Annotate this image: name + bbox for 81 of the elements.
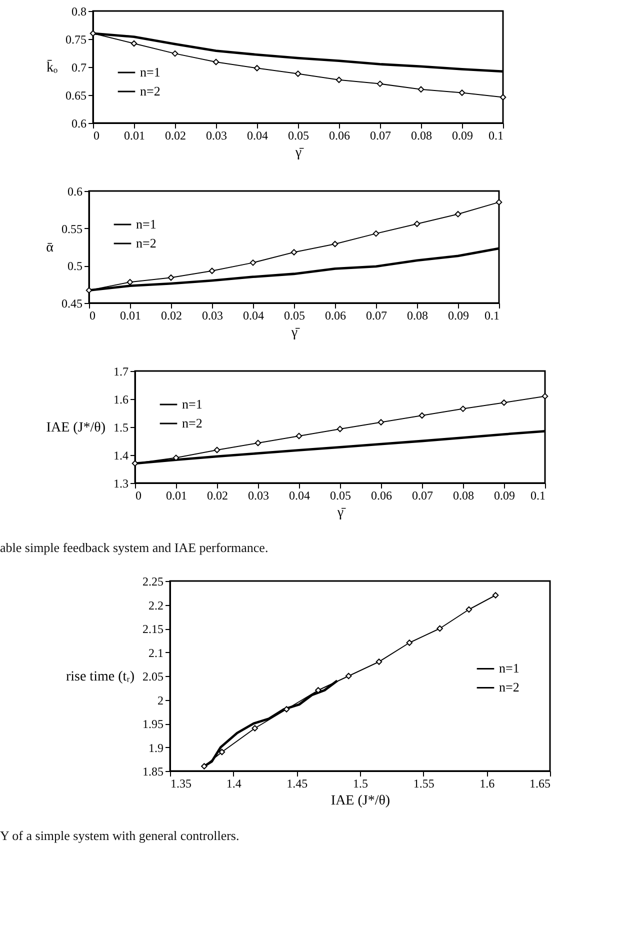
y-tick-label: 0.65 [66,88,86,102]
legend-label: n=2 [140,84,160,98]
x-tick-label: 0.05 [330,488,351,502]
y-tick-label: 0.45 [62,296,82,310]
x-tick-label: 1.55 [413,776,434,790]
x-tick-label: 0.1 [484,308,500,322]
y-tick-label: 1.85 [142,764,164,778]
legend-label: n=2 [499,680,520,695]
x-tick-label: 0.04 [247,128,268,142]
y-tick-label: 1.9 [148,740,164,755]
y-axis-title: IAE (J*/θ) [46,420,106,436]
y-tick-label: 2.05 [142,670,164,684]
x-axis-title: γ̄ [290,326,301,340]
y-axis-title: k̄ₒ [46,59,58,76]
y-axis-title: rise time (tᵣ) [66,670,135,684]
y-tick-label: 1.4 [114,448,128,462]
x-tick-label: 0.02 [165,128,186,142]
legend-label: n=1 [182,396,202,412]
x-tick-label: 0.01 [166,488,187,502]
legend-label: n=1 [140,64,160,80]
y-tick-label: 0.55 [62,222,82,236]
legend-label: n=1 [136,216,156,232]
x-tick-label: 0.05 [284,308,305,322]
y-tick-label: 0.75 [66,32,86,46]
y-tick-label: 1.6 [114,392,128,406]
x-axis-title: γ̄ [294,146,305,160]
y-tick-label: 0.7 [72,60,86,74]
x-tick-label: 1.45 [286,776,308,790]
y-tick-label: 2.2 [148,598,164,612]
x-tick-label: 0 [90,308,96,322]
x-tick-label: 1.35 [170,776,192,790]
x-tick-label: 0.08 [453,488,474,502]
x-tick-label: 1.4 [226,776,242,790]
x-tick-label: 0.06 [371,488,392,502]
legend-label: n=1 [499,660,520,676]
y-tick-label: 0.5 [68,259,82,274]
x-tick-label: 0.09 [452,128,473,142]
x-tick-label: 0.01 [120,308,141,322]
y-axis-title: ᾱ [46,240,54,256]
y-tick-label: 1.5 [114,420,128,434]
x-tick-label: 0.07 [366,308,387,322]
x-tick-label: 0.02 [161,308,182,322]
y-tick-label: 0.6 [72,116,86,130]
x-tick-label: 0.03 [248,488,269,502]
legend-label: n=2 [182,416,202,430]
y-tick-label: 2.25 [142,574,164,588]
y-tick-label: 0.6 [68,184,82,198]
x-tick-label: 0 [94,128,100,142]
y-tick-label: 0.8 [72,4,86,18]
x-axis-title: γ̄ [336,506,347,520]
x-tick-label: 0.08 [407,308,428,322]
x-tick-label: 0 [136,488,142,502]
y-tick-label: 2 [158,693,164,708]
x-axis-title: IAE (J*/θ) [330,794,390,808]
y-tick-label: 1.95 [142,717,164,731]
x-tick-label: 0.05 [288,128,309,142]
x-tick-label: 0.04 [289,488,310,502]
x-tick-label: 0.02 [207,488,228,502]
x-tick-label: 0.09 [448,308,469,322]
x-tick-label: 0.04 [243,308,264,322]
y-tick-label: 1.3 [114,476,128,490]
x-tick-label: 0.06 [329,128,350,142]
y-tick-label: 2.15 [142,622,164,636]
y-tick-label: 1.7 [114,364,128,378]
x-tick-label: 0.1 [530,488,546,502]
x-tick-label: 0.07 [370,128,391,142]
text: Y of a simple system with general controllers. [0,828,240,844]
x-tick-label: 1.6 [480,776,495,790]
x-tick-label: 0.01 [124,128,145,142]
x-tick-label: 0.03 [206,128,227,142]
x-tick-label: 1.5 [353,776,368,790]
x-tick-label: 0.08 [411,128,432,142]
x-tick-label: 1.65 [530,776,550,790]
x-tick-label: 0.1 [488,128,504,142]
legend-label: n=2 [136,236,156,250]
x-tick-label: 0.07 [412,488,433,502]
y-tick-label: 2.1 [148,646,164,660]
x-tick-label: 0.03 [202,308,223,322]
text: able simple feedback system and IAE performance. [0,540,270,556]
x-tick-label: 0.06 [325,308,346,322]
x-tick-label: 0.09 [494,488,515,502]
